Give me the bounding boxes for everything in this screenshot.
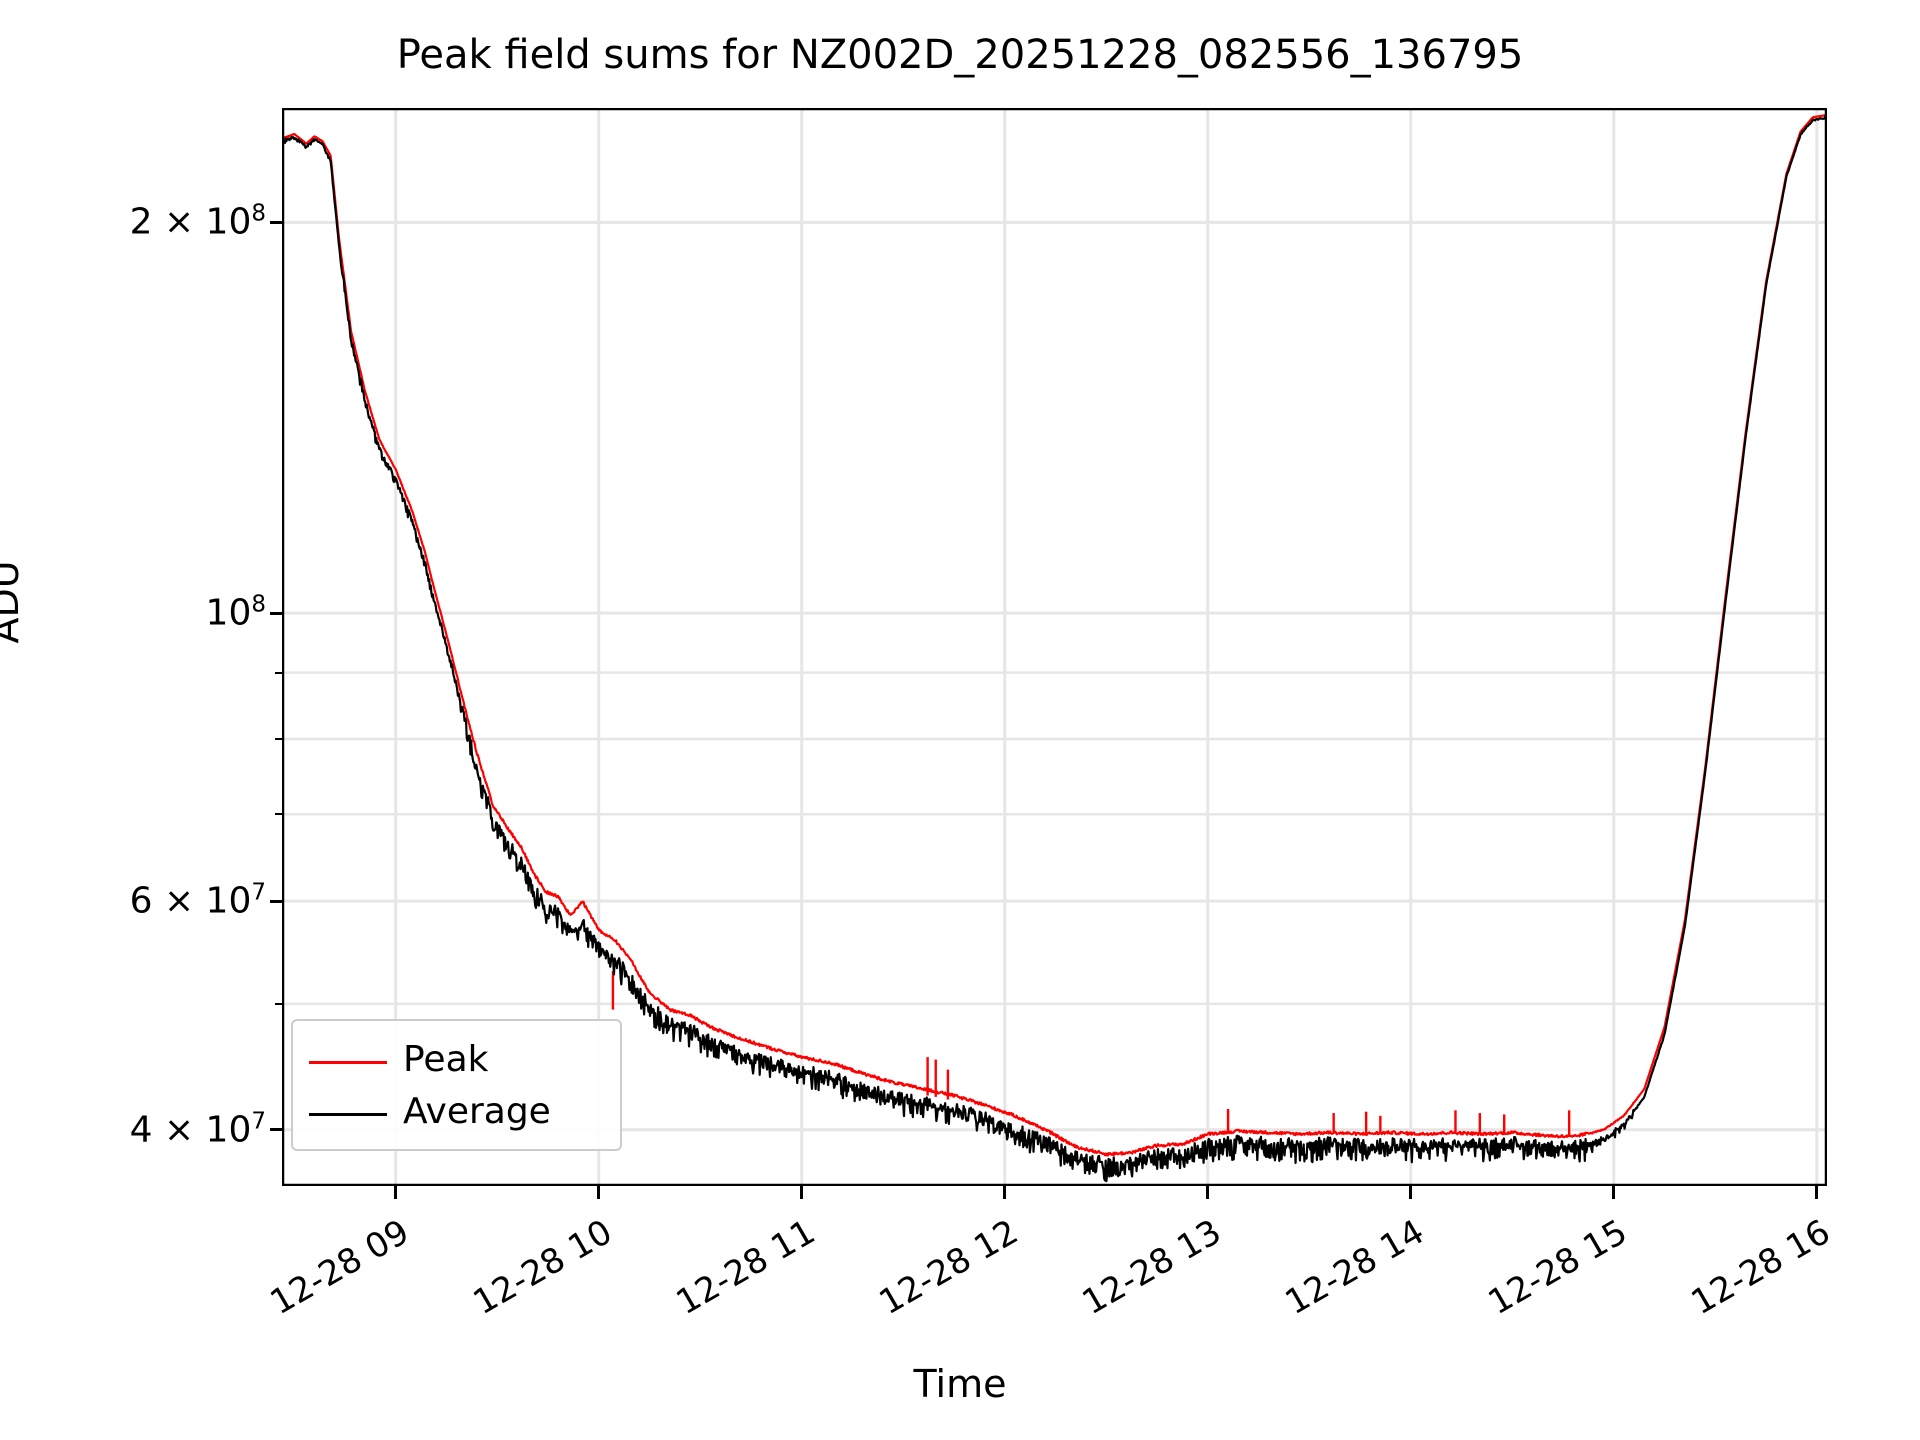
- x-tick-label: 12-28 11: [669, 1212, 822, 1324]
- x-tick-mark: [394, 1186, 398, 1199]
- legend-item-average[interactable]: Average: [293, 1089, 620, 1141]
- x-tick-label: 12-28 10: [466, 1212, 619, 1324]
- y-tick-label: 2 × 108: [129, 200, 266, 243]
- chart-legend[interactable]: Peak Average: [291, 1019, 622, 1151]
- x-tick-label: 12-28 14: [1278, 1212, 1431, 1324]
- legend-label-peak: Peak: [403, 1039, 489, 1080]
- y-tick-mark-minor: [275, 1128, 282, 1131]
- y-tick-label: 4 × 107: [129, 1108, 266, 1151]
- x-tick-mark: [1206, 1186, 1210, 1199]
- y-tick-label: 108: [205, 591, 266, 634]
- x-tick-label: 12-28 12: [872, 1212, 1025, 1324]
- x-tick-mark: [597, 1186, 601, 1199]
- y-tick-mark-minor: [275, 737, 282, 740]
- average-trace: [282, 116, 1827, 1183]
- y-tick-mark-minor: [275, 900, 282, 903]
- x-tick-label: 12-28 16: [1684, 1212, 1837, 1324]
- page-title: Peak field sums for NZ002D_20251228_0825…: [396, 32, 1524, 78]
- y-axis-label: ADU: [0, 560, 27, 644]
- legend-label-average: Average: [403, 1091, 551, 1132]
- series-line-average: [282, 116, 1827, 1183]
- y-tick-label: 6 × 107: [129, 879, 266, 922]
- x-tick-label: 12-28 13: [1075, 1212, 1228, 1324]
- x-tick-mark: [1612, 1186, 1616, 1199]
- x-tick-mark: [800, 1186, 804, 1199]
- plot-border: [282, 108, 1827, 1186]
- x-tick-label: 12-28 09: [263, 1212, 416, 1324]
- plot-background: [282, 108, 1827, 1186]
- y-tick-mark-minor: [275, 813, 282, 816]
- chart-svg: [282, 108, 1827, 1186]
- y-tick-mark-minor: [275, 612, 282, 615]
- plot-area: [282, 108, 1827, 1186]
- y-tick-mark-minor: [275, 221, 282, 224]
- x-tick-label: 12-28 15: [1481, 1212, 1634, 1324]
- y-tick-mark-minor: [275, 1002, 282, 1005]
- x-tick-mark: [1409, 1186, 1413, 1199]
- x-tick-mark: [1815, 1186, 1819, 1199]
- series-line-peak: [282, 113, 1827, 1157]
- x-axis-label: Time: [913, 1362, 1007, 1406]
- x-tick-mark: [1003, 1186, 1007, 1199]
- legend-swatch-peak: [309, 1061, 387, 1064]
- legend-swatch-average: [309, 1113, 387, 1116]
- y-tick-mark-minor: [275, 671, 282, 674]
- peak-trace: [282, 113, 1827, 1157]
- legend-item-peak[interactable]: Peak: [293, 1037, 620, 1089]
